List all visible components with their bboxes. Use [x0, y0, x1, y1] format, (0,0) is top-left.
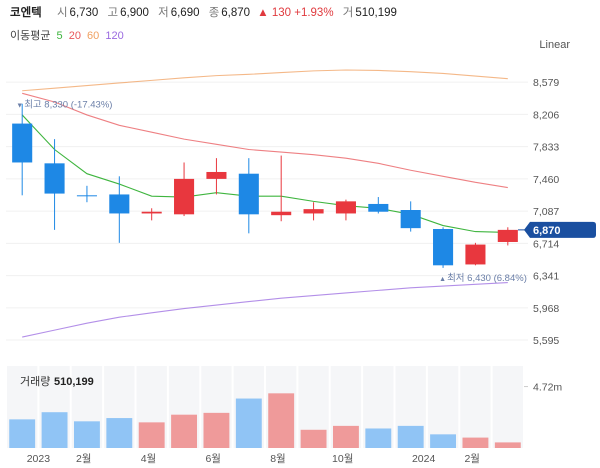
ma-60-label[interactable]: 60: [87, 30, 100, 42]
y-tick-label: 7,087: [533, 206, 559, 218]
volume-bar[interactable]: [268, 393, 295, 448]
ma-120-line: [22, 282, 508, 338]
volume-value: 510,199: [355, 7, 397, 19]
volume-bar[interactable]: [106, 418, 133, 448]
candle-down[interactable]: [44, 163, 65, 194]
candle-down[interactable]: [238, 173, 259, 215]
candle-down[interactable]: [368, 203, 389, 212]
volume-bar[interactable]: [9, 419, 36, 448]
open-label: 시: [56, 7, 68, 19]
x-tick-label: 10월: [332, 453, 353, 465]
x-tick-label: 2024: [412, 453, 436, 465]
volume-column-bg: [492, 366, 523, 448]
high-price: 6,900: [120, 7, 149, 19]
ma-20-label[interactable]: 20: [68, 30, 81, 42]
stock-name: 코엔텍: [10, 7, 42, 19]
volume-title-value: 510,199: [54, 376, 94, 388]
volume-bar[interactable]: [494, 442, 521, 448]
y-tick-label: 7,460: [533, 174, 559, 186]
x-tick-label: 2월: [464, 453, 480, 465]
low-price: 6,690: [170, 7, 200, 19]
y-tick-label: 5,595: [533, 335, 559, 347]
x-tick-label: 8월: [270, 453, 286, 465]
ma-20-line: [22, 92, 508, 189]
candle-up[interactable]: [497, 229, 518, 242]
candle-down[interactable]: [109, 194, 130, 214]
volume-bar[interactable]: [300, 429, 327, 448]
y-tick-label: 8,579: [533, 77, 559, 89]
y-tick-label: 6,341: [533, 271, 559, 283]
max-price-annotation: 최고 8,330 (-17.43%): [24, 100, 112, 111]
ma-5-label[interactable]: 5: [56, 30, 63, 42]
volume-column-bg: [460, 366, 491, 448]
min-marker: ▲: [439, 276, 446, 283]
close-price: 6,870: [221, 7, 251, 19]
stock-header: 코엔텍 시 6,730 고 6,900 저 6,690 종 6,870 ▲ 130 +1…: [10, 4, 397, 20]
volume-bar[interactable]: [397, 425, 424, 448]
volume-bar[interactable]: [365, 428, 392, 448]
volume-title: 거래량: [20, 375, 50, 388]
scale-mode-toggle[interactable]: Linear: [539, 39, 570, 51]
x-tick-label: 6월: [205, 453, 221, 465]
volume-bar[interactable]: [332, 425, 359, 448]
y-tick-label: 8,206: [533, 109, 559, 121]
max-marker: ▼: [16, 103, 23, 110]
volume-label: 거: [342, 7, 354, 19]
volume-bar[interactable]: [41, 412, 68, 448]
candle-up[interactable]: [271, 211, 292, 216]
x-tick-label: 2023: [27, 453, 51, 465]
close-label: 종: [208, 7, 220, 19]
volume-tick-label: 4.72m: [533, 382, 562, 394]
ma-5-line: [21, 114, 508, 234]
open-price: 6,730: [69, 7, 99, 19]
candle-up[interactable]: [335, 201, 356, 214]
x-tick-label: 4월: [141, 453, 157, 465]
high-label: 고: [107, 7, 119, 19]
moving-average-legend[interactable]: 이동평균 5 20 60 120: [10, 27, 127, 43]
candle-down[interactable]: [76, 195, 97, 197]
volume-bar[interactable]: [462, 437, 489, 448]
ma-120-label[interactable]: 120: [105, 30, 124, 42]
volume-bar[interactable]: [171, 414, 198, 448]
volume-bar[interactable]: [73, 421, 100, 448]
volume-bar[interactable]: [138, 422, 165, 448]
ma-60-line: [22, 69, 508, 92]
volume-bar[interactable]: [430, 434, 457, 448]
ma-legend-label: 이동평균: [10, 30, 51, 42]
candle-down[interactable]: [400, 210, 421, 229]
last-price-label: 6,870: [533, 225, 561, 237]
candle-up[interactable]: [465, 244, 486, 265]
x-tick-label: 2월: [76, 453, 92, 465]
price-change: ▲ 130 +1.93%: [257, 7, 334, 19]
candle-up[interactable]: [174, 178, 195, 215]
candle-up[interactable]: [206, 171, 227, 179]
candle-down[interactable]: [433, 229, 454, 266]
last-price-tag: [524, 221, 596, 238]
volume-bar[interactable]: [203, 412, 230, 448]
low-label: 저: [158, 7, 169, 19]
candle-down[interactable]: [12, 123, 33, 163]
y-tick-label: 5,968: [533, 303, 559, 315]
candle-up[interactable]: [303, 209, 324, 214]
volume-bar[interactable]: [235, 398, 262, 448]
y-tick-label: 7,833: [533, 142, 559, 154]
y-tick-label: 6,714: [533, 238, 559, 250]
candle-up[interactable]: [141, 211, 162, 214]
min-price-annotation: 최저 6,430 (6.84%): [447, 273, 527, 284]
